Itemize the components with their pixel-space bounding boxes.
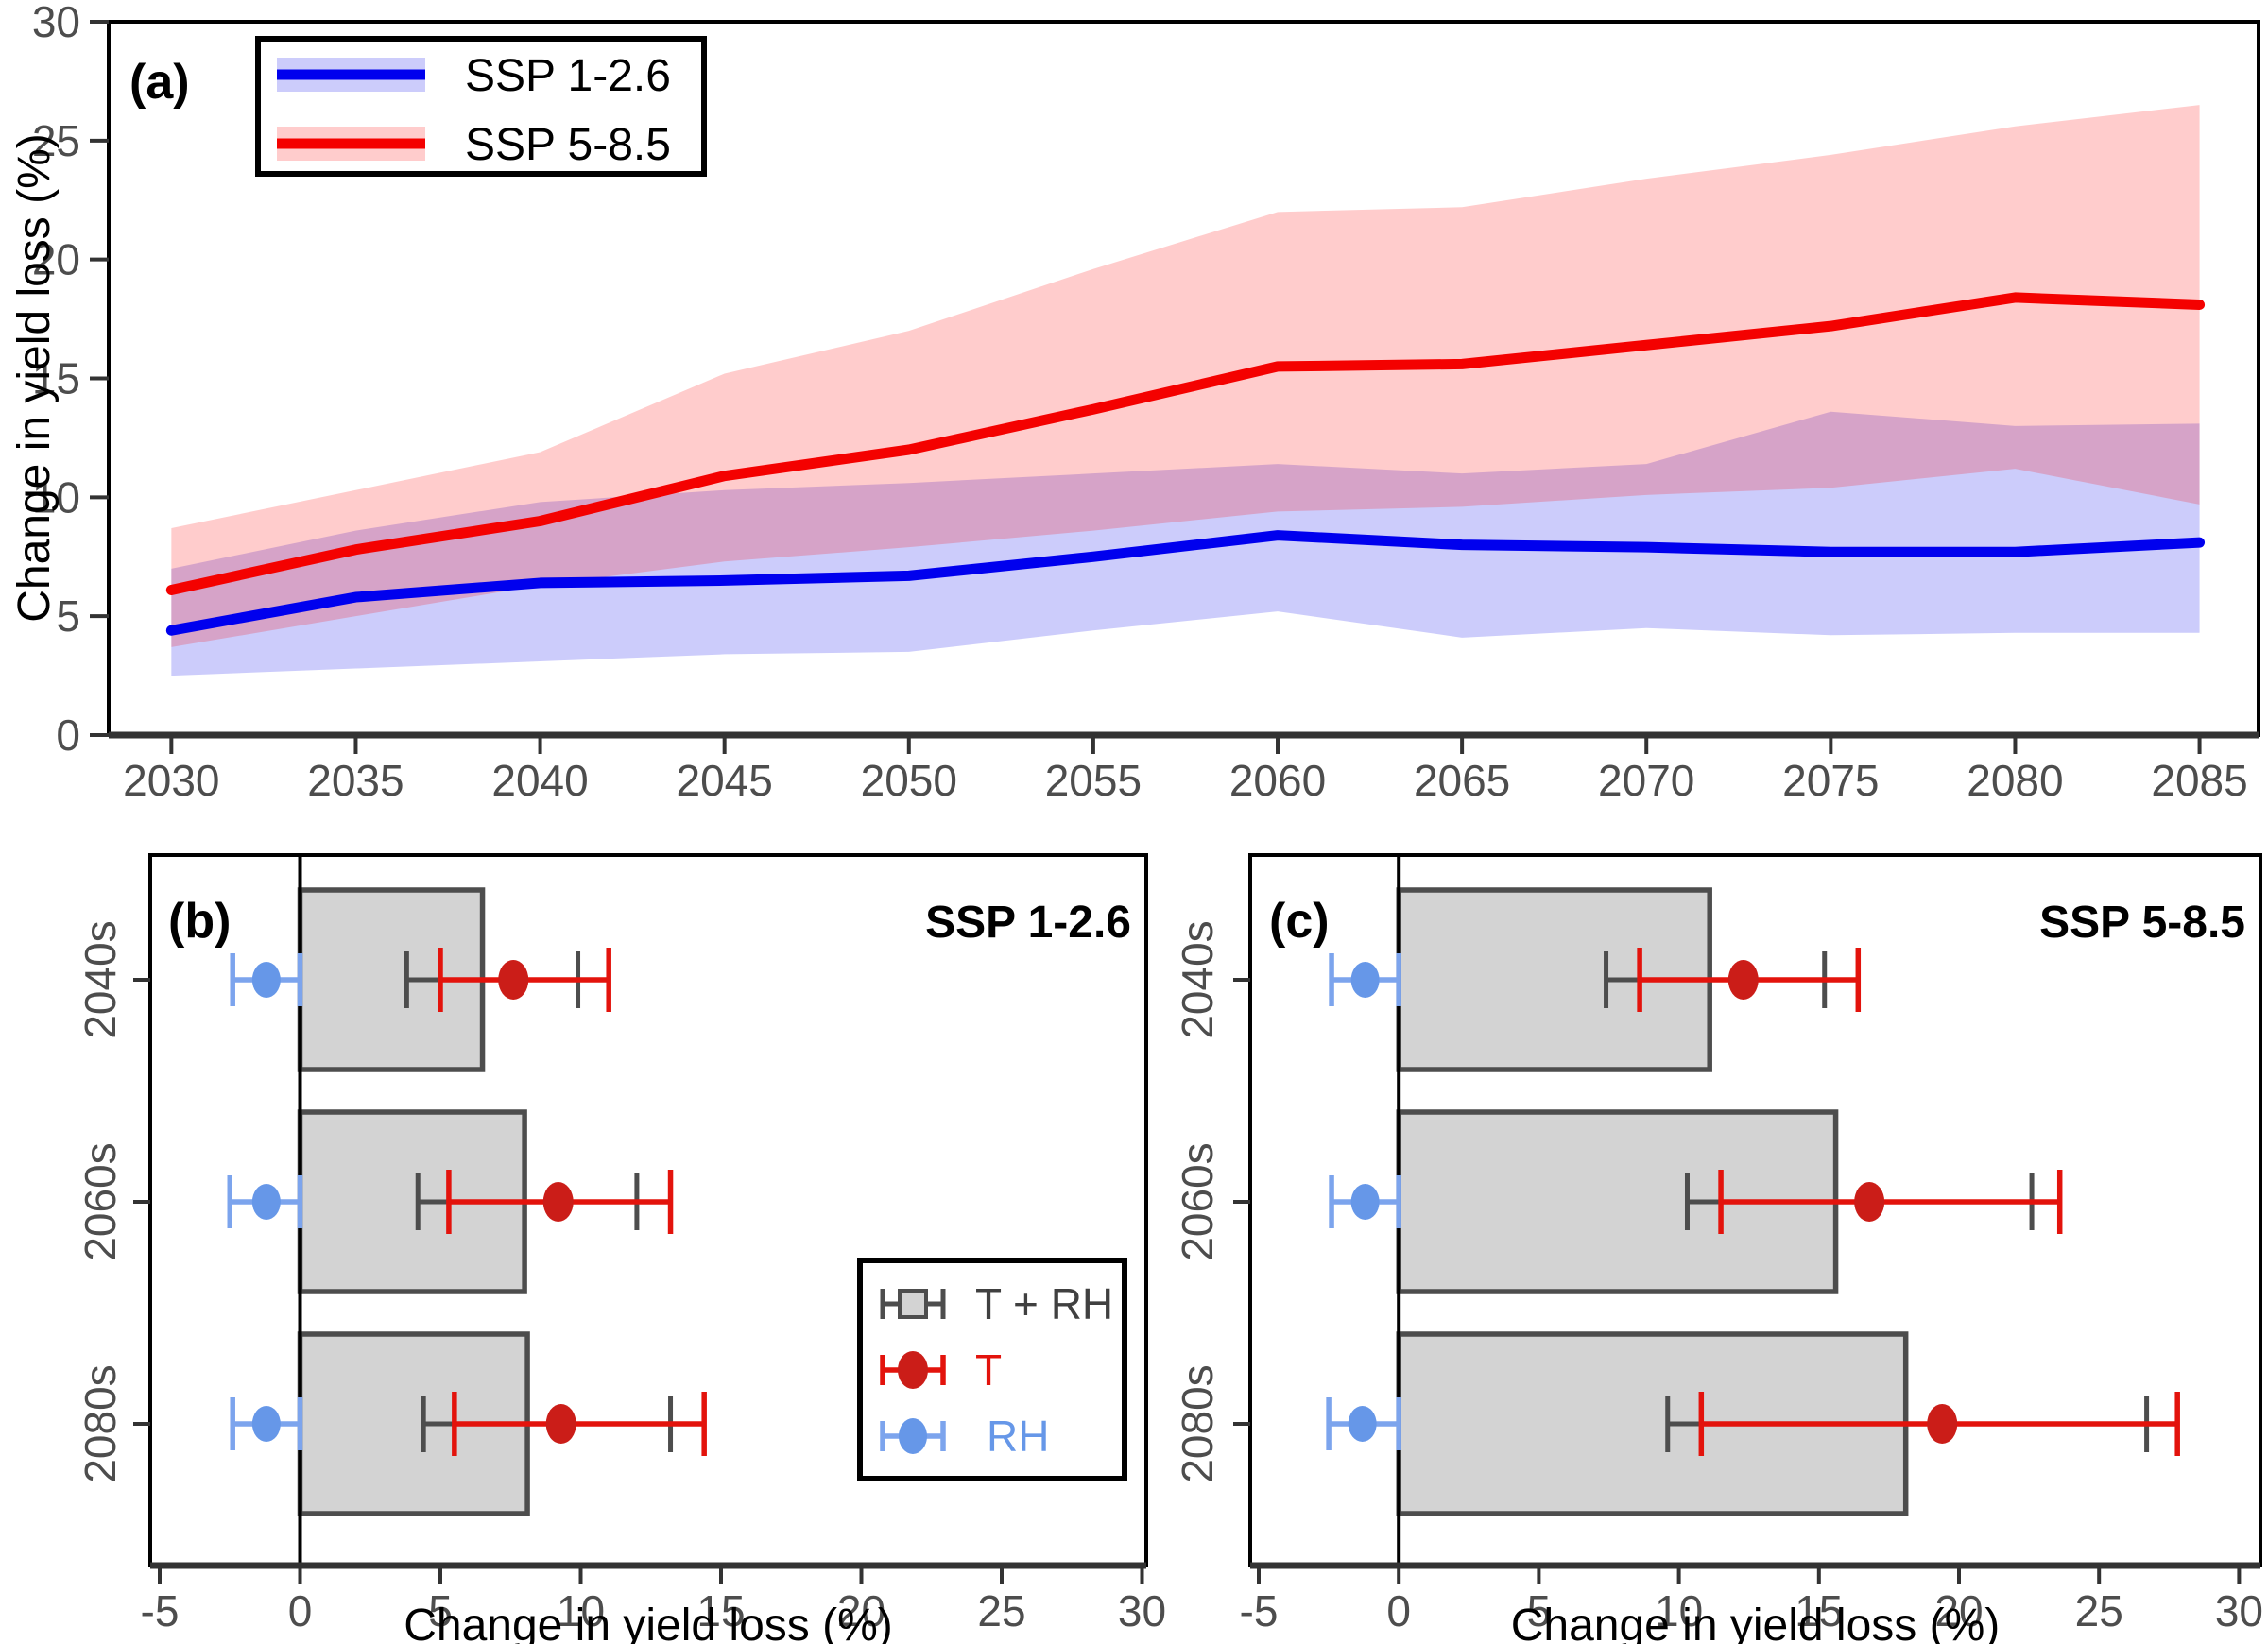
ssp126-legend-label: SSP 1-2.6: [465, 51, 671, 101]
x-tick-label: 0: [288, 1586, 313, 1635]
rh-dot: [1350, 962, 1380, 998]
x-tick-label: 2045: [677, 756, 773, 805]
category-label-2040s: 2040s: [1173, 920, 1222, 1038]
rh-dot: [1348, 1406, 1377, 1442]
x-tick-label: 2085: [2151, 756, 2247, 805]
legend-rh-label: RH: [987, 1412, 1049, 1461]
legend-t-label: T: [975, 1345, 1002, 1395]
x-tick-label: 10: [557, 1586, 605, 1635]
t-dot: [1854, 1182, 1885, 1222]
category-label-2080s: 2080s: [76, 1364, 125, 1482]
ssp585-line: [165, 292, 2206, 595]
rh-dot: [251, 1184, 281, 1220]
legend-trh-label: T + RH: [975, 1279, 1113, 1328]
ssp585-confidence-band: [171, 105, 2200, 647]
rh-dot: [251, 962, 281, 998]
t-dot: [545, 1404, 576, 1444]
panel-c-title: SSP 5-8.5: [2039, 898, 2245, 948]
y-tick-label: 15: [32, 354, 80, 403]
y-tick-label: 5: [56, 591, 80, 641]
panel-b-x-axis-title: Change in yield loss (%): [404, 1601, 893, 1644]
x-tick-label: 2055: [1045, 756, 1142, 805]
t-dot: [1727, 960, 1759, 1000]
category-label-2060s: 2060s: [76, 1142, 125, 1260]
x-tick-label: 2035: [307, 756, 404, 805]
x-tick-label: 2070: [1598, 756, 1694, 805]
panel-a-y-axis-title: Change in yield loss (%): [9, 133, 60, 623]
x-tick-label: 2065: [1414, 756, 1510, 805]
y-tick-label: 10: [32, 472, 80, 522]
x-tick-label: 2030: [123, 756, 219, 805]
y-tick-label: 20: [32, 235, 80, 284]
x-tick-label: 5: [428, 1586, 453, 1635]
x-tick-label: 25: [2075, 1586, 2123, 1635]
x-tick-label: 15: [1795, 1586, 1843, 1635]
x-tick-label: 10: [1655, 1586, 1703, 1635]
rh-dot: [251, 1406, 281, 1442]
panel-c-x-axis-title: Change in yield loss (%): [1511, 1601, 2001, 1644]
panel-b-letter: (b): [168, 894, 231, 949]
y-tick-label: 30: [32, 0, 80, 46]
panel-a-letter: (a): [129, 55, 190, 110]
panel-b-title: SSP 1-2.6: [925, 898, 1131, 948]
t-dot: [1927, 1404, 1958, 1444]
x-tick-label: 25: [977, 1586, 1025, 1635]
x-tick-label: 2050: [861, 756, 957, 805]
x-tick-label: 2040: [491, 756, 588, 805]
x-tick-label: 2080: [1967, 756, 2063, 805]
legend-rh-dot: [899, 1418, 927, 1454]
legend-trh-swatch: [898, 1289, 928, 1319]
x-tick-label: -5: [141, 1586, 180, 1635]
ssp126-line: [165, 530, 2206, 636]
x-tick-label: 2060: [1229, 756, 1326, 805]
x-tick-label: 20: [837, 1586, 885, 1635]
ssp585-legend-label: SSP 5-8.5: [465, 120, 671, 170]
t-dot: [542, 1182, 574, 1222]
panel-c-letter: (c): [1269, 894, 1330, 949]
x-tick-label: -5: [1240, 1586, 1279, 1635]
x-tick-label: 2075: [1782, 756, 1879, 805]
legend-t-dot: [898, 1351, 928, 1389]
y-tick-label: 25: [32, 116, 80, 165]
x-tick-label: 5: [1527, 1586, 1552, 1635]
x-tick-label: 15: [696, 1586, 745, 1635]
category-label-2060s: 2060s: [1173, 1142, 1222, 1260]
rh-dot: [1350, 1184, 1380, 1220]
x-tick-label: 0: [1386, 1586, 1411, 1635]
x-tick-label: 30: [2215, 1586, 2263, 1635]
t-dot: [498, 960, 529, 1000]
panel-a-legend-box: [255, 36, 707, 177]
category-label-2080s: 2080s: [1173, 1364, 1222, 1482]
category-label-2040s: 2040s: [76, 920, 125, 1038]
x-tick-label: 20: [1934, 1586, 1983, 1635]
x-tick-label: 30: [1118, 1586, 1166, 1635]
y-tick-label: 0: [56, 711, 80, 760]
